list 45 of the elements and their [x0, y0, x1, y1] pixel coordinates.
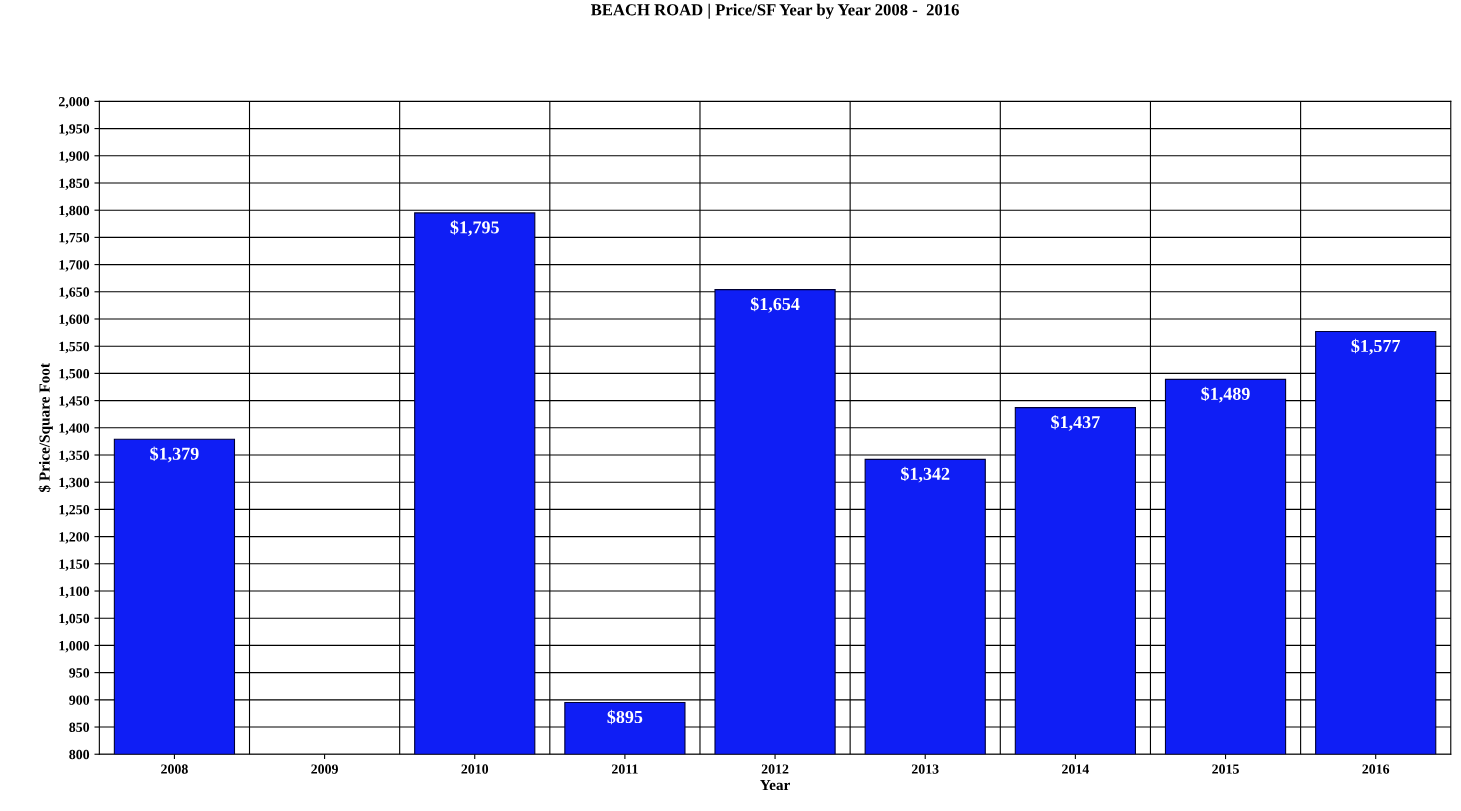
data-label: $895 — [607, 709, 643, 725]
y-tick-label: 1,500 — [59, 368, 90, 381]
y-tick-label: 1,750 — [59, 232, 90, 245]
data-label: $1,437 — [1051, 414, 1100, 431]
y-tick-label: 1,200 — [59, 532, 90, 544]
x-tick-label: 2011 — [611, 764, 638, 774]
y-tick-label: 1,150 — [59, 559, 90, 571]
y-tick-label: 2,000 — [58, 96, 90, 109]
x-tick-label: 2013 — [911, 764, 939, 774]
x-tick-label: 2016 — [1362, 764, 1390, 774]
y-tick-label: 900 — [69, 695, 90, 705]
y-axis-title: $ Price/Square Foot — [38, 363, 53, 493]
x-tick-label: 2010 — [461, 764, 489, 774]
data-label: $1,795 — [450, 220, 499, 237]
x-tick-label: 2009 — [311, 764, 338, 774]
chart-title: BEACH ROAD | Price/SF Year by Year 2008 - 2016 — [590, 3, 959, 19]
y-tick-label: 1,250 — [59, 504, 90, 517]
data-label: $1,342 — [901, 466, 950, 483]
x-tick-label: 2015 — [1212, 764, 1239, 774]
data-label: $1,577 — [1351, 338, 1401, 355]
x-axis-title: Year — [760, 779, 790, 791]
y-tick-label: 1,550 — [59, 341, 90, 354]
x-tick-label: 2008 — [161, 764, 188, 774]
x-tick-label: 2012 — [761, 764, 789, 774]
y-tick-label: 1,900 — [59, 151, 90, 163]
y-tick-label: 950 — [69, 668, 90, 678]
data-label: $1,379 — [150, 446, 199, 463]
x-tick-label: 2014 — [1062, 764, 1090, 774]
y-tick-label: 1,800 — [59, 205, 90, 218]
y-tick-label: 1,700 — [59, 260, 90, 272]
y-tick-label: 800 — [69, 749, 90, 760]
y-tick-label: 1,650 — [59, 287, 90, 299]
y-tick-label: 1,000 — [59, 641, 90, 653]
y-tick-label: 1,300 — [59, 477, 90, 490]
y-tick-label: 850 — [69, 722, 90, 732]
y-tick-label: 1,950 — [59, 124, 90, 136]
y-tick-label: 1,600 — [59, 314, 90, 326]
y-tick-label: 1,350 — [59, 450, 90, 462]
y-tick-label: 1,400 — [59, 423, 90, 435]
data-label: $1,489 — [1201, 386, 1250, 403]
y-tick-label: 1,100 — [59, 586, 90, 598]
data-label: $1,654 — [750, 296, 800, 313]
y-tick-label: 1,850 — [59, 178, 90, 190]
y-tick-label: 1,050 — [59, 613, 90, 626]
y-tick-label: 1,450 — [59, 396, 90, 408]
